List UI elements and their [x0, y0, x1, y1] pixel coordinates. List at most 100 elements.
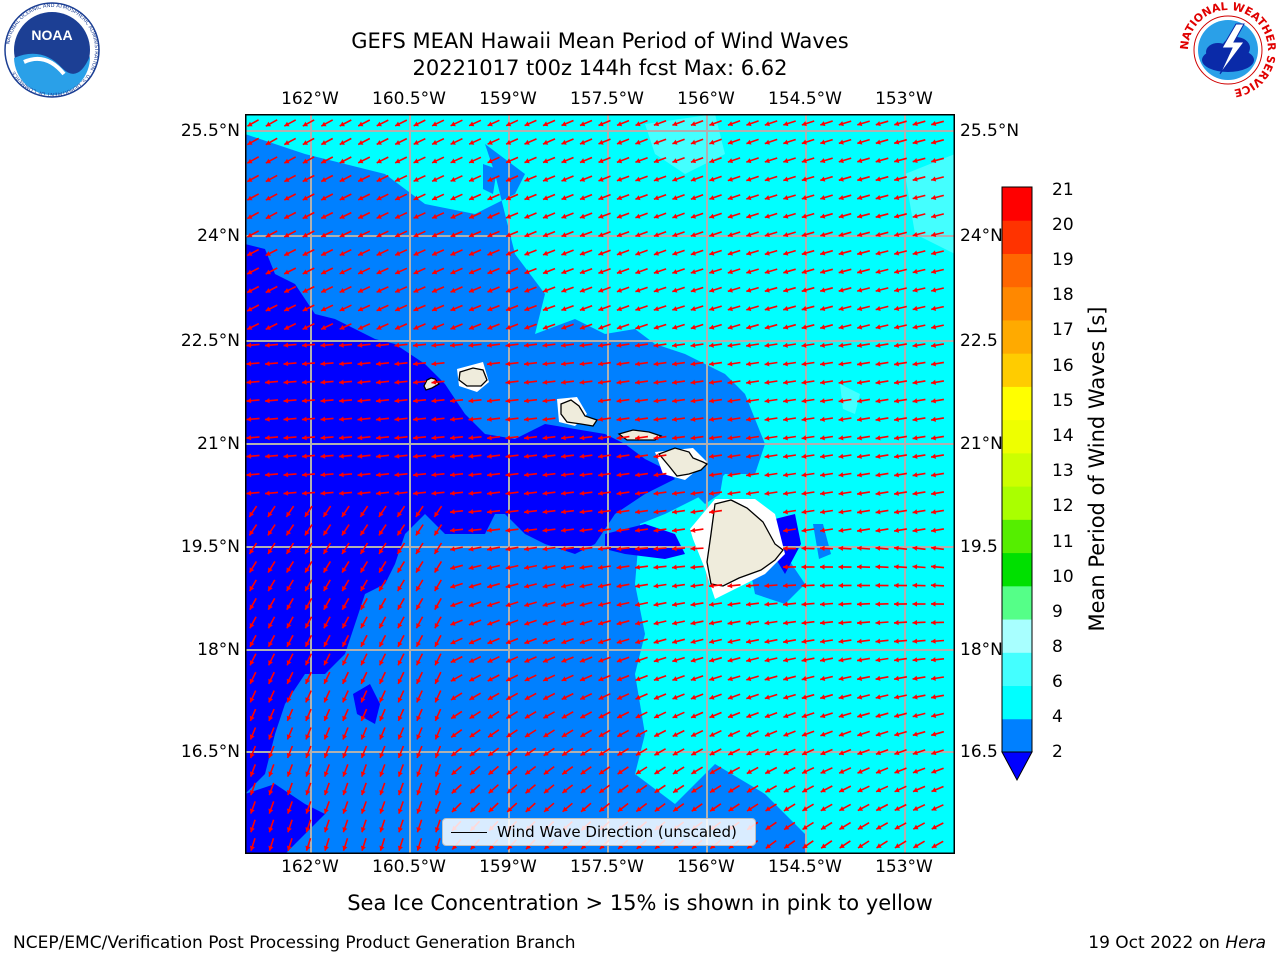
- wind-arrow-head: [691, 787, 697, 793]
- wind-arrow-head: [653, 306, 659, 312]
- wind-arrow-head: [709, 213, 715, 219]
- wind-arrow-head: [416, 734, 422, 740]
- colorbar-segment: [1002, 652, 1032, 687]
- colorbar-segment: [1002, 486, 1032, 520]
- wind-arrow-head: [561, 195, 567, 201]
- wind-arrow-head: [598, 342, 603, 348]
- wind-arrow-head: [450, 602, 456, 608]
- wind-arrow-head: [635, 657, 641, 663]
- wind-arrow-head: [265, 342, 270, 348]
- wind-arrow-head: [598, 287, 604, 293]
- wind-arrow-head: [838, 158, 844, 164]
- wind-arrow-head: [357, 416, 363, 422]
- wind-arrow-head: [598, 639, 604, 645]
- wind-arrow-head: [801, 361, 807, 367]
- wind-arrow-head: [653, 620, 659, 626]
- wind-arrow-head: [468, 342, 474, 348]
- wind-arrow-head: [450, 583, 456, 589]
- wind-arrow-head: [302, 416, 307, 422]
- wind-arrow-head: [487, 195, 493, 201]
- wind-arrow-head: [413, 324, 419, 330]
- wind-arrow-head: [653, 139, 660, 145]
- wind-arrow-head: [283, 342, 289, 348]
- wind-arrow-head: [894, 638, 899, 644]
- wind-arrow-head: [542, 509, 548, 515]
- wind-arrow-head: [690, 527, 696, 533]
- wind-arrow-head: [304, 530, 310, 536]
- wind-arrow-head: [820, 379, 825, 385]
- wind-arrow-head: [469, 140, 475, 145]
- wind-arrow-head: [635, 324, 641, 330]
- wind-arrow-head: [727, 620, 733, 626]
- wind-arrow-head: [690, 639, 696, 644]
- wind-arrow-head: [580, 139, 586, 145]
- wind-arrow-head: [765, 769, 771, 774]
- wind-arrow-head: [783, 195, 789, 201]
- wind-arrow-head: [487, 342, 492, 348]
- wind-arrow-head: [672, 121, 678, 127]
- wind-arrow-head: [710, 806, 716, 812]
- wind-arrow-head: [357, 453, 363, 459]
- wind-arrow-head: [616, 342, 622, 348]
- wind-arrow-head: [801, 139, 807, 145]
- wind-arrow-head: [505, 416, 511, 422]
- wind-arrow-head: [857, 213, 863, 219]
- wind-arrow-head: [820, 750, 826, 756]
- wind-arrow-head: [416, 771, 422, 777]
- wind-arrow-head: [470, 807, 476, 813]
- wind-arrow-head: [524, 379, 529, 385]
- wind-arrow-head: [616, 639, 622, 645]
- wind-arrow-head: [616, 158, 623, 164]
- wind-arrow-head: [728, 843, 734, 849]
- wind-arrow-head: [321, 177, 327, 182]
- wind-arrow-head: [801, 379, 807, 385]
- wind-arrow-head: [710, 787, 716, 793]
- wind-arrow-head: [249, 623, 255, 629]
- wind-arrow-head: [727, 269, 733, 275]
- wind-arrow-head: [875, 545, 881, 551]
- wind-arrow-head: [561, 546, 566, 552]
- wind-arrow-head: [376, 472, 381, 478]
- wind-arrow-head: [616, 250, 622, 256]
- wind-arrow-head: [487, 602, 493, 608]
- wind-arrow-head: [376, 435, 381, 441]
- wind-arrow-head: [416, 548, 421, 554]
- wind-arrow-head: [450, 213, 456, 219]
- wind-arrow-head: [339, 121, 345, 127]
- wind-arrow-head: [857, 269, 863, 274]
- wind-arrow-head: [801, 435, 807, 441]
- wind-arrow-head: [376, 306, 382, 312]
- wind-arrow-head: [342, 827, 348, 833]
- wind-arrow-head: [360, 585, 366, 592]
- wind-arrow-head: [875, 750, 881, 756]
- wind-arrow-head: [598, 269, 604, 275]
- wind-arrow-head: [524, 639, 530, 645]
- wind-arrow-head: [505, 546, 511, 552]
- wind-arrow-head: [451, 751, 457, 756]
- lon-label: 157.5°W: [570, 89, 644, 109]
- wind-arrow-head: [468, 416, 474, 422]
- wind-arrow-head: [525, 806, 531, 812]
- wind-arrow-head: [894, 509, 899, 515]
- wind-arrow-head: [506, 269, 512, 275]
- wind-arrow-head: [561, 583, 567, 589]
- wind-arrow-head: [339, 453, 344, 459]
- wind-arrow-head: [838, 176, 844, 182]
- wind-arrow-head: [690, 620, 696, 626]
- wind-arrow-head: [265, 398, 270, 404]
- wind-arrow-head: [746, 306, 752, 312]
- wind-arrow-head: [894, 527, 899, 533]
- wind-arrow-head: [339, 398, 344, 404]
- wind-arrow-head: [820, 398, 825, 404]
- colorbar-segment: [1002, 452, 1032, 487]
- wind-arrow-head: [875, 472, 881, 478]
- wind-arrow-head: [617, 121, 623, 127]
- wind-arrow-head: [451, 732, 457, 738]
- wind-arrow-head: [783, 176, 789, 182]
- wind-arrow-head: [783, 806, 790, 811]
- wind-arrow-head: [450, 250, 456, 256]
- wind-arrow-head: [764, 713, 770, 719]
- wind-arrow-head: [487, 398, 492, 404]
- wind-arrow-head: [635, 176, 641, 182]
- wind-arrow-head: [653, 676, 659, 682]
